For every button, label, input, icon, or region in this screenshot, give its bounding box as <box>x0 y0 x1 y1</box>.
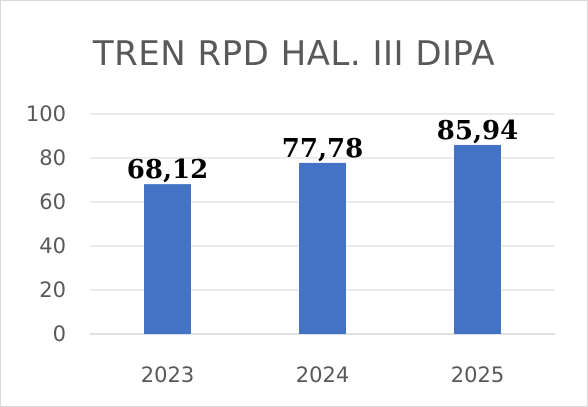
x-tick-label-2025: 2025 <box>451 363 504 387</box>
bar-2025 <box>454 144 501 334</box>
bars <box>144 144 501 334</box>
x-axis-categories: 2023 2024 2025 <box>141 363 504 387</box>
y-tick-label: 80 <box>39 146 66 170</box>
bar-2023 <box>144 184 191 334</box>
data-label-2024: 77,78 <box>282 134 363 164</box>
bar-2024 <box>299 162 346 334</box>
chart-title: TREN RPD HAL. III DIPA <box>92 34 495 74</box>
y-tick-label: 20 <box>39 278 66 302</box>
y-tick-label: 100 <box>26 102 66 126</box>
y-tick-label: 60 <box>39 190 66 214</box>
x-tick-label-2023: 2023 <box>141 363 194 387</box>
data-label-2025: 85,94 <box>437 116 518 146</box>
y-tick-label: 40 <box>39 234 66 258</box>
y-tick-label: 0 <box>53 322 66 346</box>
y-axis-ticks: 0 20 40 60 80 100 <box>26 102 66 346</box>
data-label-2023: 68,12 <box>127 155 208 185</box>
data-labels: 68,12 77,78 85,94 <box>127 116 518 185</box>
x-tick-label-2024: 2024 <box>296 363 349 387</box>
